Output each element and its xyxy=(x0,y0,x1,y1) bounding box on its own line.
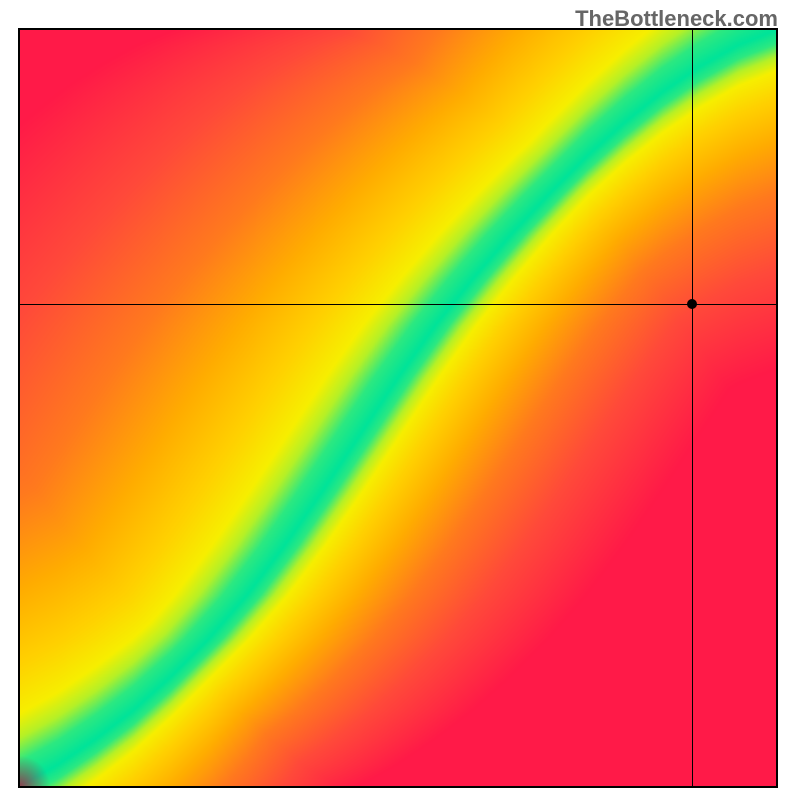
heatmap-canvas xyxy=(20,30,776,786)
plot-area xyxy=(18,28,778,788)
watermark: TheBottleneck.com xyxy=(575,6,778,32)
crosshair-horizontal xyxy=(19,304,777,305)
crosshair-vertical xyxy=(692,29,693,787)
marker-dot xyxy=(687,299,697,309)
